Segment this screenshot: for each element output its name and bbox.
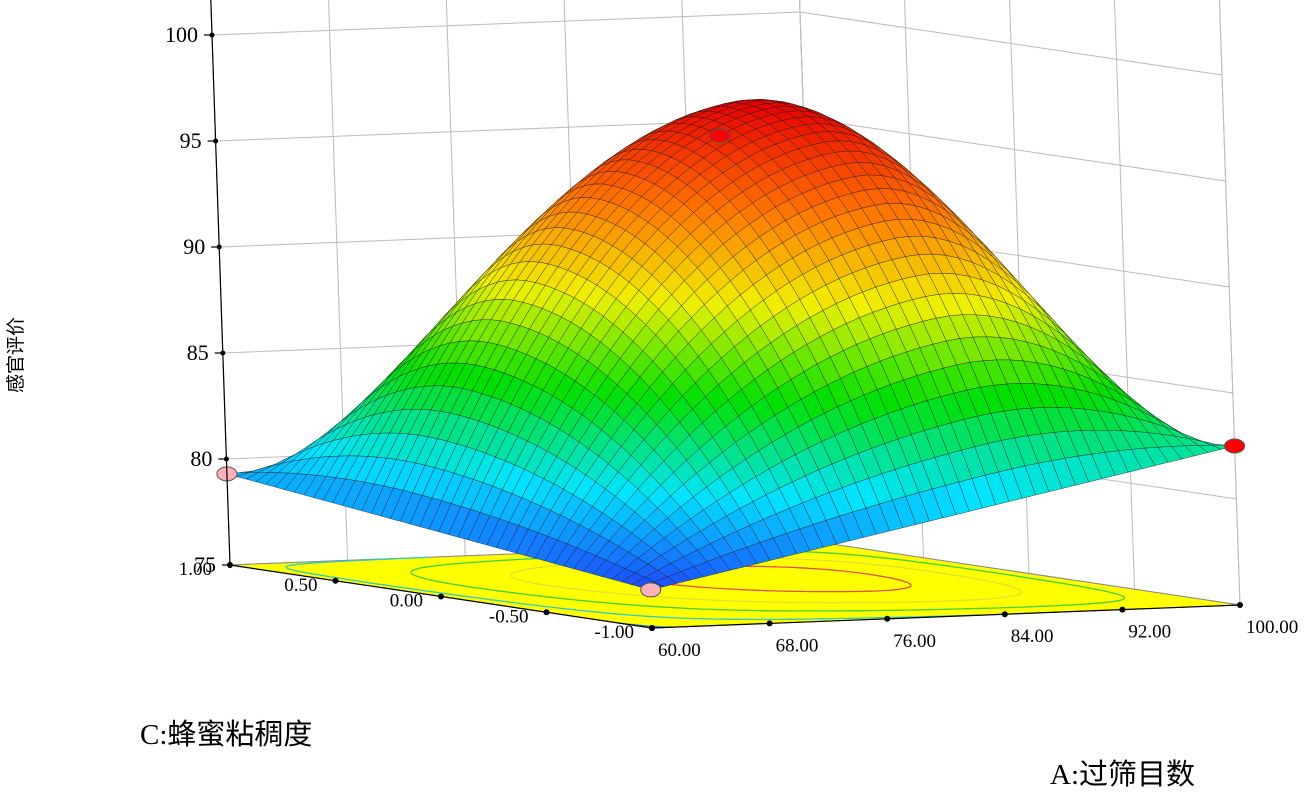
a-tick-label: 92.00 [1128, 622, 1171, 643]
c-tick-label: -0.50 [489, 606, 529, 627]
z-tick-label: 90 [183, 234, 205, 259]
design-point [709, 128, 731, 144]
a-axis-title: A:过筛目数 [1050, 758, 1195, 791]
z-tick-label: 75 [194, 552, 216, 577]
design-point [640, 582, 662, 598]
c-tick-mark [227, 562, 233, 568]
axes: 75 80 85 90 95 100 -1.00 -0.50 0.00 0.50 1.00 60.00… [165, 0, 1298, 661]
a-tick-mark [1237, 602, 1243, 608]
a-axis-line [651, 604, 1241, 629]
z-tick-label: 85 [187, 340, 209, 365]
z-axis-title: 感官评价 [5, 317, 27, 393]
z-axis-line [210, 0, 231, 566]
c-gridline [1218, 0, 1241, 606]
a-tick-mark [1001, 611, 1008, 618]
a-tick-mark [884, 615, 891, 622]
c-tick-label: 0.00 [390, 591, 423, 612]
a-tick-mark [1119, 606, 1126, 613]
a-tick-label: 100.00 [1246, 617, 1298, 638]
c-tick-mark [543, 609, 550, 616]
z-tick-label: 95 [180, 128, 202, 153]
c-tick-mark [438, 593, 444, 600]
c-tick-label: 1.00 [179, 559, 212, 580]
a-tick-label: 68.00 [776, 635, 819, 656]
response-surface [226, 98, 1235, 591]
c-tick-label: -1.00 [594, 622, 634, 643]
z-tick-label: 100 [165, 22, 198, 47]
design-point [1224, 438, 1246, 454]
z-tick-label: 80 [190, 446, 212, 471]
c-gridline [1113, 0, 1135, 590]
a-tick-label: 84.00 [1011, 626, 1054, 647]
a-tick-mark [649, 625, 655, 631]
c-axis-title: C:蜂蜜粘稠度 [140, 718, 312, 751]
a-tick-label: 76.00 [893, 631, 936, 652]
c-tick-label: 0.50 [284, 575, 317, 596]
contour-line [285, 556, 983, 621]
z-gridline [211, 11, 1223, 76]
a-tick-label: 60.00 [658, 640, 701, 661]
a-tick-mark [766, 620, 773, 627]
c-tick-mark [332, 577, 339, 584]
